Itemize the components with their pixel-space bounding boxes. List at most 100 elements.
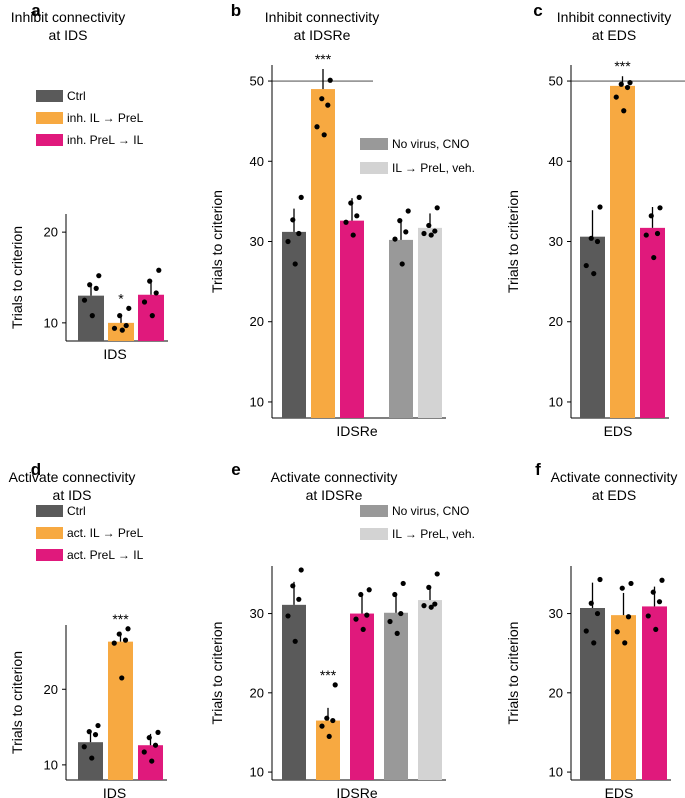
legend-swatch: [36, 505, 63, 517]
bar: [610, 85, 635, 418]
data-point: [298, 567, 304, 573]
data-point: [657, 205, 663, 211]
panel-letter: b: [231, 1, 241, 20]
data-point: [432, 601, 438, 607]
bar: [311, 89, 335, 419]
x-axis-label: EDS: [605, 785, 634, 798]
data-point: [353, 616, 359, 622]
y-tick-label: 20: [44, 225, 58, 240]
data-point: [296, 596, 302, 602]
legend-label: inh. PreL → IL: [67, 133, 144, 147]
data-point: [597, 204, 603, 210]
data-point: [330, 717, 336, 724]
data-point: [594, 238, 601, 245]
data-point: [354, 213, 360, 219]
data-point: [403, 229, 409, 235]
legend-label: IL → PreL, veh.: [392, 527, 475, 541]
bar: [282, 604, 306, 780]
data-point: [123, 322, 129, 329]
data-point: [92, 732, 99, 738]
data-point: [618, 81, 624, 87]
legend-swatch: [360, 138, 388, 150]
y-tick-label: 10: [250, 394, 264, 409]
bar: [138, 294, 164, 341]
data-point: [96, 273, 102, 279]
panel-title-line: Activate connectivity: [9, 469, 136, 485]
data-point: [89, 313, 95, 319]
y-tick-label: 50: [549, 74, 563, 89]
data-point: [650, 589, 656, 595]
data-point: [656, 599, 663, 605]
data-point: [152, 742, 159, 748]
significance-marker: *: [118, 290, 124, 306]
panel-title-line: Activate connectivity: [271, 469, 398, 485]
data-point: [119, 327, 125, 333]
data-point: [117, 313, 123, 319]
legend-swatch: [36, 112, 63, 124]
data-point: [627, 80, 633, 86]
data-point: [397, 218, 403, 224]
data-point: [394, 630, 400, 636]
data-point: [648, 213, 654, 219]
data-point: [87, 282, 93, 288]
data-point: [356, 194, 362, 200]
y-tick-label: 30: [250, 606, 264, 621]
y-tick-label: 10: [44, 315, 58, 330]
panel-c: c Inhibit connectivity at EDS 10 20 30 40 50 Tri…: [505, 1, 685, 439]
data-point: [122, 637, 129, 643]
y-tick-label: 10: [549, 765, 563, 780]
y-tick-label: 10: [250, 765, 264, 780]
panel-title-line: Activate connectivity: [551, 469, 678, 485]
data-point: [645, 613, 651, 619]
panel-title-line: at IDSRe: [306, 487, 363, 503]
data-point: [153, 290, 159, 296]
data-point: [321, 132, 327, 138]
significance-marker: ***: [112, 611, 129, 627]
data-point: [327, 77, 333, 83]
legend-swatch: [36, 90, 63, 102]
legend-label: act. PreL → IL: [67, 548, 144, 562]
data-point: [141, 299, 148, 305]
data-point: [614, 629, 620, 635]
y-axis-label: Trials to criterion: [505, 190, 521, 293]
data-point: [292, 261, 298, 267]
data-point: [119, 675, 125, 681]
data-point: [319, 96, 325, 102]
panel-title-line: at IDS: [49, 27, 88, 43]
y-tick-label: 20: [44, 682, 58, 697]
data-point: [588, 235, 594, 241]
data-point: [400, 580, 406, 587]
data-point: [285, 613, 291, 619]
data-point: [428, 604, 434, 610]
data-point: [366, 587, 372, 593]
panel-letter: e: [231, 460, 240, 479]
data-point: [426, 584, 432, 591]
y-tick-label: 30: [250, 234, 264, 249]
data-point: [86, 729, 92, 735]
panel-letter: f: [535, 460, 541, 479]
data-point: [141, 749, 147, 755]
data-point: [387, 618, 393, 625]
y-tick-label: 30: [549, 606, 563, 621]
data-point: [628, 580, 634, 587]
legend-label: Ctrl: [67, 504, 86, 518]
x-axis-label: IDS: [103, 785, 126, 798]
bar: [389, 239, 413, 418]
data-point: [643, 232, 649, 238]
bar: [418, 600, 442, 780]
bar: [282, 231, 306, 418]
y-tick-label: 30: [549, 234, 563, 249]
legend-label: No virus, CNO: [392, 504, 469, 518]
data-point: [583, 628, 589, 634]
data-point: [588, 600, 594, 606]
data-point: [285, 238, 291, 245]
data-point: [326, 733, 332, 740]
data-point: [149, 758, 155, 764]
y-tick-label: 20: [549, 314, 563, 329]
data-point: [81, 297, 88, 303]
legend-label: Ctrl: [67, 89, 86, 103]
significance-marker: ***: [315, 51, 332, 67]
data-point: [619, 585, 625, 591]
bar: [384, 612, 408, 780]
